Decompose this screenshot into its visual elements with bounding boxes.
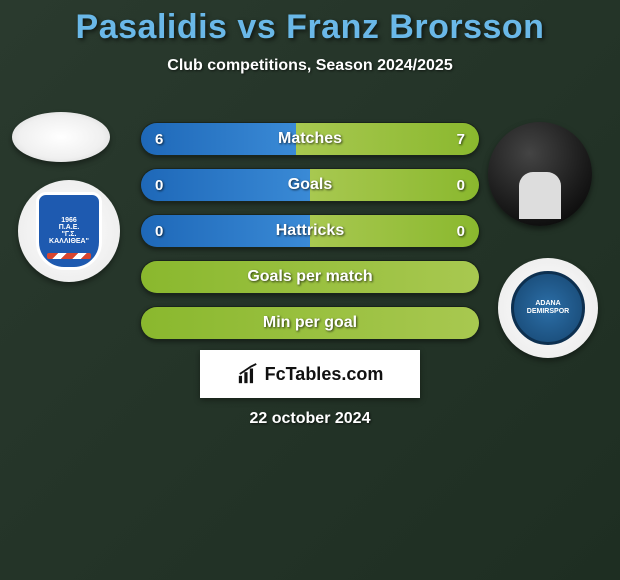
club-right-line2: DEMIRSPOR: [527, 308, 569, 315]
stat-bar-left-fill: [141, 169, 310, 201]
stat-value-right: 7: [457, 131, 465, 148]
stat-value-right: 0: [457, 223, 465, 240]
club-left-line2: "Γ.Σ.: [62, 231, 77, 238]
club-right-line1: ADANA: [535, 300, 560, 307]
stat-bar: 6 Matches 7: [140, 122, 480, 156]
stat-value-left: 6: [155, 131, 163, 148]
club-left-badge: 1966 Π.Α.Ε. "Γ.Σ. ΚΑΛΛΙΘΕΑ": [18, 180, 120, 282]
page-title: Pasalidis vs Franz Brorsson: [0, 0, 620, 47]
club-right-badge-icon: ADANA DEMIRSPOR: [511, 271, 585, 345]
chart-icon: [237, 363, 259, 385]
player-left-avatar: [12, 112, 110, 162]
stat-label: Goals per match: [247, 268, 372, 286]
club-left-shield-icon: 1966 Π.Α.Ε. "Γ.Σ. ΚΑΛΛΙΘΕΑ": [36, 192, 102, 270]
stats-container: 6 Matches 7 0 Goals 0 0 Hattricks 0 Goals per mat…: [140, 122, 480, 352]
club-left-line3: ΚΑΛΛΙΘΕΑ": [49, 238, 89, 245]
stat-value-left: 0: [155, 177, 163, 194]
subtitle: Club competitions, Season 2024/2025: [0, 57, 620, 75]
stat-bar: Min per goal: [140, 306, 480, 340]
stat-label: Goals: [288, 176, 332, 194]
stat-bar: 0 Goals 0: [140, 168, 480, 202]
stat-label: Hattricks: [276, 222, 344, 240]
stat-bar: Goals per match: [140, 260, 480, 294]
stat-bar-left-fill: [141, 123, 296, 155]
stat-value-right: 0: [457, 177, 465, 194]
club-left-year: 1966: [61, 217, 77, 224]
stat-bar-right-fill: [310, 169, 479, 201]
stat-label: Min per goal: [263, 314, 357, 332]
fctables-logo[interactable]: FcTables.com: [200, 350, 420, 398]
fctables-logo-text: FcTables.com: [265, 364, 384, 385]
player-right-avatar: [488, 122, 592, 226]
date-label: 22 october 2024: [0, 410, 620, 428]
club-left-line1: Π.Α.Ε.: [59, 224, 80, 231]
stat-bar: 0 Hattricks 0: [140, 214, 480, 248]
stat-value-left: 0: [155, 223, 163, 240]
club-right-badge: ADANA DEMIRSPOR: [498, 258, 598, 358]
stat-label: Matches: [278, 130, 342, 148]
